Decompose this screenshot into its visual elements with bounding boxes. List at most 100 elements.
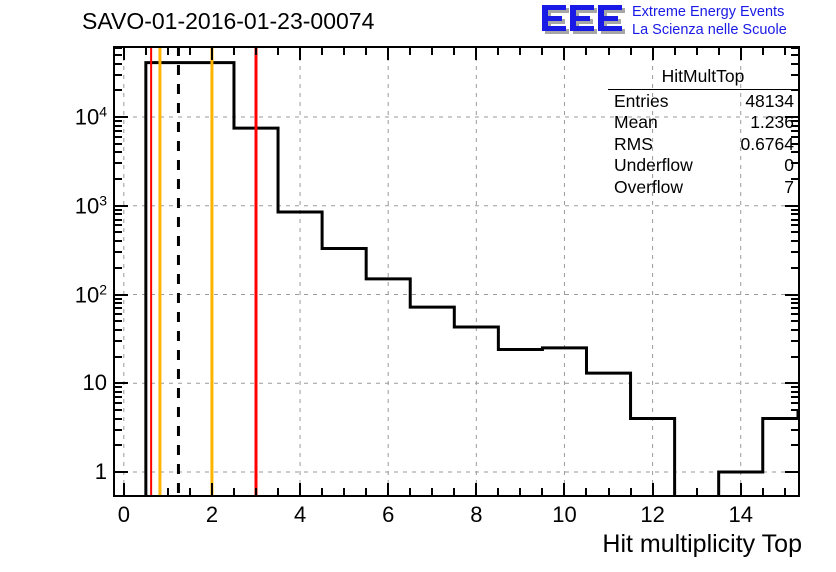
x-axis-tick <box>673 488 676 495</box>
y-axis-tick <box>115 297 122 300</box>
x-axis-tick <box>607 488 610 495</box>
stats-row: Entries 48134 <box>608 91 798 113</box>
x-axis-tick <box>409 488 412 495</box>
x-axis-tick <box>497 488 500 495</box>
y-axis-tick-right <box>791 124 798 127</box>
x-tick-label: 10 <box>552 502 577 527</box>
x-axis-tick-top <box>255 48 257 55</box>
stats-row-key: Entries <box>614 90 669 111</box>
y-axis-tick <box>115 213 122 216</box>
x-axis-tick <box>210 483 213 495</box>
x-axis-tick <box>122 483 125 495</box>
y-axis-tick <box>115 204 128 207</box>
x-axis-tick-top <box>585 48 588 55</box>
y-tick-label: 104 <box>75 103 107 130</box>
x-axis-tick-top <box>409 48 412 55</box>
y-axis-tick <box>115 162 122 165</box>
y-axis-tick-right <box>791 231 798 234</box>
y-axis-tick <box>115 116 128 119</box>
x-axis-tick <box>761 488 764 495</box>
stats-row: Mean 1.236 <box>608 112 798 134</box>
y-axis-tick-right <box>791 307 798 310</box>
y-axis-tick <box>115 395 122 398</box>
y-axis-tick-right <box>791 401 798 404</box>
eee-logo-line1: Extreme Energy Events <box>632 4 785 20</box>
y-tick-mantissa: 10 <box>74 282 100 308</box>
y-axis-tick-right <box>791 313 798 316</box>
x-axis-tick <box>277 488 280 495</box>
y-axis-tick <box>115 240 122 243</box>
y-axis-tick <box>115 120 122 123</box>
y-axis-tick-right <box>791 386 798 389</box>
y-axis-tick-right <box>791 328 798 331</box>
y-axis-tick <box>115 178 122 181</box>
x-axis-tick-top <box>739 48 742 60</box>
y-tick-mantissa: 10 <box>74 193 100 219</box>
y-axis-tick-right <box>785 382 798 385</box>
y-axis-tick-right <box>791 89 798 92</box>
y-axis-tick-right <box>791 178 798 181</box>
stats-row-value: 0 <box>784 155 794 175</box>
y-axis-tick-right <box>791 129 798 132</box>
x-axis-tick-top <box>607 48 610 55</box>
x-axis-tick <box>695 488 698 495</box>
y-axis-tick-right <box>791 297 798 300</box>
x-axis-tick <box>475 483 478 495</box>
x-axis-tick <box>343 488 346 495</box>
y-axis-tick-right <box>791 266 798 269</box>
stats-title: HitMultTop <box>608 66 798 90</box>
y-axis-tick-right <box>791 251 798 254</box>
y-axis-tick-right <box>785 293 798 296</box>
y-axis-tick-right <box>791 320 798 323</box>
x-axis-tick-top <box>783 48 786 55</box>
y-tick-label: 1 <box>94 458 107 484</box>
y-axis-tick <box>115 470 128 473</box>
y-axis-tick <box>115 124 122 127</box>
x-axis-tick-top <box>232 48 235 55</box>
y-axis-tick-right <box>791 135 798 138</box>
stats-row: RMS 0.6764 <box>608 134 798 156</box>
x-axis-tick-top <box>188 48 191 55</box>
y-axis-tick <box>115 313 122 316</box>
x-axis-tick-top <box>717 48 720 55</box>
y-tick-exponent: 2 <box>99 280 107 297</box>
x-axis-tick-top <box>144 48 147 55</box>
stats-row: Overflow 7 <box>608 177 798 199</box>
y-axis-tick <box>115 142 122 145</box>
y-axis-tick-right <box>791 240 798 243</box>
y-axis-tick <box>115 408 122 411</box>
x-axis-tick-top <box>365 48 368 55</box>
y-axis-tick-right <box>785 116 798 119</box>
stats-row-key: Overflow <box>614 176 684 197</box>
y-axis-tick-right <box>791 408 798 411</box>
x-axis-tick <box>255 488 257 495</box>
x-axis-tick-top <box>210 48 213 60</box>
x-axis-tick <box>387 483 390 495</box>
histogram-step-line <box>144 61 798 495</box>
eee-logo: Extreme Energy Events La Scienza nelle S… <box>540 2 834 42</box>
x-axis-tick-top <box>166 48 169 55</box>
y-axis-tick-right <box>791 224 798 227</box>
x-axis-tick <box>717 488 720 495</box>
x-axis-tick-top <box>321 48 324 55</box>
y-axis-tick <box>115 48 122 49</box>
x-axis-tick <box>144 488 147 495</box>
x-axis-tick <box>629 488 632 495</box>
x-axis-title: Hit multiplicity Top <box>602 530 802 558</box>
y-axis-tick <box>115 302 122 305</box>
eee-logo-mark-icon <box>542 5 625 34</box>
x-axis-tick-top <box>563 48 566 60</box>
x-axis-tick <box>783 488 786 495</box>
y-axis-tick-right <box>791 213 798 216</box>
y-axis-tick <box>115 208 122 211</box>
stats-row-key: Mean <box>614 112 658 132</box>
y-axis-tick <box>115 54 122 57</box>
stats-row-value: 7 <box>784 176 794 197</box>
y-axis-tick-right <box>791 142 798 145</box>
x-axis-tick <box>188 488 191 495</box>
x-axis-tick-top <box>453 48 456 55</box>
x-axis-tick-top <box>343 48 346 55</box>
y-axis-tick <box>115 401 122 404</box>
y-axis-tick-right <box>785 470 798 473</box>
y-axis-tick-right <box>791 355 798 358</box>
